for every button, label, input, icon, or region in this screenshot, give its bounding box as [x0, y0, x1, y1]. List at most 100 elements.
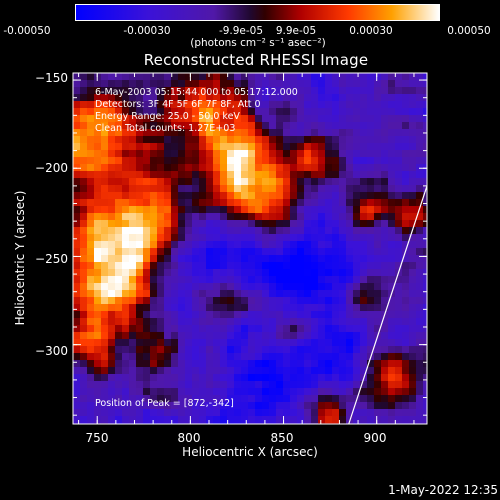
- heatmap-cell: [178, 276, 186, 284]
- heatmap-cell: [297, 402, 305, 410]
- heatmap-cell: [304, 409, 312, 417]
- heatmap-cell: [297, 108, 305, 116]
- heatmap-cell: [101, 199, 109, 207]
- heatmap-cell: [136, 227, 144, 235]
- heatmap-cell: [192, 381, 200, 389]
- heatmap-cell: [304, 178, 312, 186]
- heatmap-cell: [402, 346, 410, 354]
- heatmap-cell: [367, 178, 375, 186]
- heatmap-cell: [220, 94, 228, 102]
- heatmap-cell: [395, 234, 403, 242]
- heatmap-cell: [262, 220, 270, 228]
- heatmap-cell: [213, 171, 221, 179]
- heatmap-cell: [220, 150, 228, 158]
- heatmap-cell: [283, 304, 291, 312]
- heatmap-cell: [115, 192, 123, 200]
- heatmap-cell: [276, 416, 284, 424]
- heatmap-cell: [325, 241, 333, 249]
- heatmap-cell: [171, 262, 179, 270]
- heatmap-cell: [416, 80, 424, 88]
- heatmap-cell: [213, 409, 221, 417]
- heatmap-cell: [220, 311, 228, 319]
- heatmap-cell: [164, 297, 172, 305]
- heatmap-cell: [157, 402, 165, 410]
- heatmap-cell: [423, 136, 428, 144]
- heatmap-cell: [241, 311, 249, 319]
- heatmap-cell: [409, 297, 417, 305]
- heatmap-cell: [381, 276, 389, 284]
- heatmap-cell: [129, 213, 137, 221]
- heatmap-cell: [262, 206, 270, 214]
- heatmap-cell: [129, 311, 137, 319]
- heatmap-cell: [381, 73, 389, 81]
- heatmap-cell: [311, 150, 319, 158]
- heatmap-cell: [374, 283, 382, 291]
- heatmap-cell: [262, 367, 270, 375]
- heatmap-cell: [248, 94, 256, 102]
- heatmap-cell: [192, 94, 200, 102]
- heatmap-cell: [150, 87, 158, 95]
- heatmap-cell: [304, 248, 312, 256]
- heatmap-cell: [367, 374, 375, 382]
- heatmap-cell: [136, 269, 144, 277]
- heatmap-cell: [234, 220, 242, 228]
- heatmap-cell: [108, 122, 116, 130]
- heatmap-cell: [395, 80, 403, 88]
- heatmap-cell: [80, 339, 88, 347]
- heatmap-cell: [388, 192, 396, 200]
- heatmap-cell: [346, 115, 354, 123]
- heatmap-cell: [164, 220, 172, 228]
- heatmap-cell: [269, 171, 277, 179]
- heatmap-cell: [115, 339, 123, 347]
- heatmap-cell: [332, 318, 340, 326]
- heatmap-cell: [73, 318, 81, 326]
- heatmap-cell: [283, 227, 291, 235]
- heatmap-cell: [185, 346, 193, 354]
- heatmap-cell: [241, 290, 249, 298]
- heatmap-cell: [143, 290, 151, 298]
- heatmap-cell: [269, 276, 277, 284]
- heatmap-cell: [164, 192, 172, 200]
- heatmap-cell: [283, 290, 291, 298]
- heatmap-cell: [94, 339, 102, 347]
- heatmap-cell: [262, 178, 270, 186]
- heatmap-cell: [402, 136, 410, 144]
- heatmap-cell: [199, 150, 207, 158]
- heatmap-cell: [304, 360, 312, 368]
- heatmap-cell: [248, 381, 256, 389]
- heatmap-cell: [108, 311, 116, 319]
- heatmap-cell: [297, 276, 305, 284]
- heatmap-cell: [178, 192, 186, 200]
- heatmap-cell: [255, 388, 263, 396]
- heatmap-cell: [192, 276, 200, 284]
- heatmap-cell: [353, 94, 361, 102]
- heatmap-cell: [199, 367, 207, 375]
- heatmap-cell: [346, 157, 354, 165]
- heatmap-cell: [374, 185, 382, 193]
- heatmap-cell: [248, 213, 256, 221]
- heatmap-cell: [108, 87, 116, 95]
- heatmap-cell: [185, 101, 193, 109]
- heatmap-cell: [185, 136, 193, 144]
- heatmap-cell: [122, 80, 130, 88]
- heatmap-cell: [297, 304, 305, 312]
- heatmap-cell: [416, 409, 424, 417]
- heatmap-cell: [276, 311, 284, 319]
- heatmap-cell: [311, 255, 319, 263]
- heatmap-cell: [150, 409, 158, 417]
- heatmap-cell: [395, 374, 403, 382]
- heatmap-cell: [395, 199, 403, 207]
- heatmap-cell: [248, 220, 256, 228]
- heatmap-cell: [143, 192, 151, 200]
- heatmap-cell: [143, 367, 151, 375]
- heatmap-cell: [269, 283, 277, 291]
- heatmap-cell: [304, 262, 312, 270]
- heatmap-cell: [416, 346, 424, 354]
- heatmap-cell: [108, 290, 116, 298]
- heatmap-cell: [339, 199, 347, 207]
- heatmap-cell: [220, 108, 228, 116]
- heatmap-cell: [332, 115, 340, 123]
- heatmap-cell: [122, 213, 130, 221]
- heatmap-cell: [339, 290, 347, 298]
- heatmap-cell: [213, 381, 221, 389]
